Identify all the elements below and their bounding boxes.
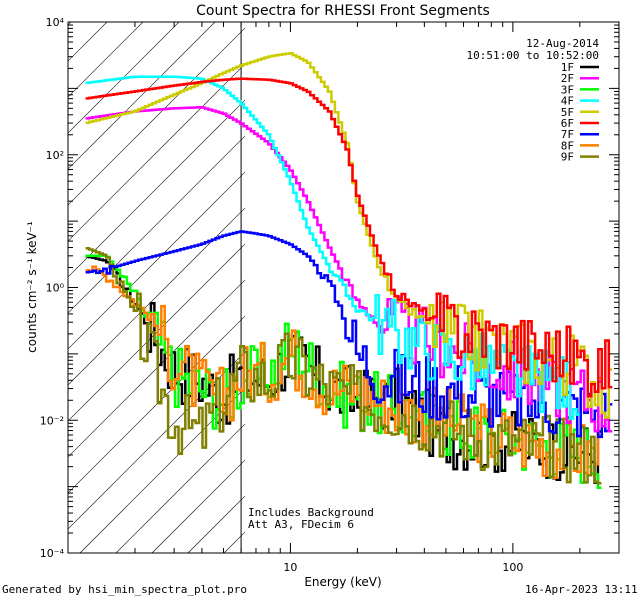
y-tick-label: 10⁴ xyxy=(46,16,65,29)
series-line-6F xyxy=(85,77,613,398)
chart-title: Count Spectra for RHESSI Front Segments xyxy=(196,3,490,19)
hatch-line xyxy=(68,279,245,458)
hatch-line xyxy=(68,243,245,422)
hatch-line xyxy=(68,22,108,62)
series-line-9F xyxy=(85,246,602,485)
x-tick-label: 10 xyxy=(283,561,297,574)
legend-label-6F: 6F xyxy=(561,117,574,130)
generated-by-label: Generated by hsi_min_spectra_plot.pro xyxy=(2,583,248,596)
y-axis-label: counts cm⁻² s⁻¹ keV⁻¹ xyxy=(25,221,39,353)
legend-label-2F: 2F xyxy=(561,72,574,85)
hatch-line xyxy=(115,423,245,553)
x-axis-label: Energy (keV) xyxy=(304,575,381,589)
x-tick-label: 100 xyxy=(502,561,523,574)
date-label: 12-Aug-2014 xyxy=(526,37,599,50)
series-layer xyxy=(85,52,613,490)
legend-label-8F: 8F xyxy=(561,139,574,152)
timestamp-label: 16-Apr-2023 13:11 xyxy=(525,583,638,596)
legend-label-9F: 9F xyxy=(561,151,574,164)
annotation-attenuator: Att A3, FDecim 6 xyxy=(248,518,354,531)
hatch-line xyxy=(68,22,144,98)
legend-label-3F: 3F xyxy=(561,83,574,96)
legend-label-7F: 7F xyxy=(561,128,574,141)
hatch-line xyxy=(68,27,245,206)
legend-label-4F: 4F xyxy=(561,95,574,108)
y-tick-labels: 10⁻⁴ 10⁻² 10⁰ 10² 10⁴ xyxy=(40,16,65,560)
legend-label-1F: 1F xyxy=(561,61,574,74)
hatch-line xyxy=(68,351,245,530)
annotation-background: Includes Background xyxy=(248,506,374,519)
x-tick-labels: 10 100 xyxy=(283,561,523,574)
y-tick-label: 10⁰ xyxy=(46,282,65,295)
hatch-line xyxy=(68,22,180,134)
legend-label-5F: 5F xyxy=(561,106,574,119)
hatch-line xyxy=(68,99,245,278)
hatch-line xyxy=(68,135,245,314)
hatch-line xyxy=(68,315,245,494)
time-range-label: 10:51:00 to 10:52:00 xyxy=(467,49,599,62)
hatch-line xyxy=(68,207,245,386)
y-tick-label: 10⁻⁴ xyxy=(40,547,65,560)
hatch-line xyxy=(68,22,216,170)
y-tick-label: 10² xyxy=(46,149,64,162)
y-tick-label: 10⁻² xyxy=(40,414,64,427)
series-line-8F xyxy=(85,265,602,479)
axis-ticks xyxy=(67,21,620,554)
